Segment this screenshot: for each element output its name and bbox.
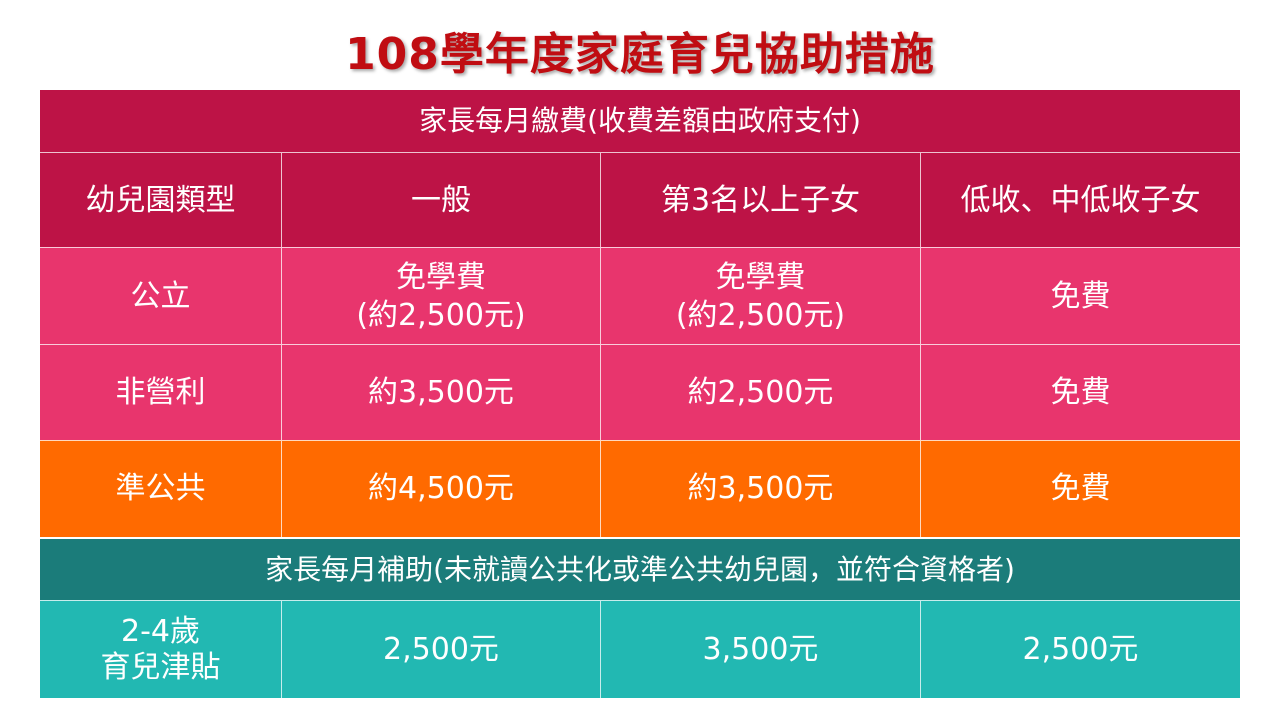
page-title: 108學年度家庭育兒協助措施	[345, 29, 935, 80]
cell-third-child: 3,500元	[601, 601, 921, 698]
column-header-type: 幼兒園類型	[40, 153, 282, 248]
cell-third-child: 約2,500元	[601, 345, 921, 441]
column-header-third-child: 第3名以上子女	[601, 153, 921, 248]
cell-third-child: 免學費 (約2,500元)	[601, 248, 921, 345]
row-type: 準公共	[40, 441, 282, 537]
column-header-general: 一般	[282, 153, 601, 248]
subsidy-section-header: 家長每月補助(未就讀公共化或準公共幼兒園，並符合資格者)	[40, 539, 1240, 600]
column-header-low-income: 低收、中低收子女	[960, 182, 1201, 218]
fees-column-headers: 幼兒園類型 一般 第3名以上子女 低收、中低收子女	[40, 152, 1240, 248]
fees-section-title: 家長每月繳費(收費差額由政府支付)	[419, 104, 861, 137]
cell-low-income: 免費	[1050, 278, 1111, 314]
cell-general: 約4,500元	[282, 441, 601, 537]
cell-third-child: 約3,500元	[601, 441, 921, 537]
table-row-public: 公立 免學費 (約2,500元) 免學費 (約2,500元) 免費	[40, 247, 1240, 345]
cell-general: 約3,500元	[282, 345, 601, 441]
cell-low-income: 2,500元	[1022, 631, 1139, 667]
fees-section-header: 家長每月繳費(收費差額由政府支付)	[40, 90, 1240, 152]
row-type: 2-4歲 育兒津貼	[40, 601, 282, 698]
table-row-nonprofit: 非營利 約3,500元 約2,500元 免費	[40, 344, 1240, 441]
table-row-childcare-allowance: 2-4歲 育兒津貼 2,500元 3,500元 2,500元	[40, 600, 1240, 698]
cell-low-income: 免費	[1050, 471, 1111, 506]
cell-general: 免學費 (約2,500元)	[282, 248, 601, 345]
table-row-quasi-public: 準公共 約4,500元 約3,500元 免費	[40, 440, 1240, 537]
cell-general: 2,500元	[282, 601, 601, 698]
subsidy-section-title: 家長每月補助(未就讀公共化或準公共幼兒園，並符合資格者)	[265, 552, 1015, 586]
cell-low-income: 免費	[1050, 375, 1111, 410]
row-type: 公立	[40, 248, 282, 345]
row-type: 非營利	[40, 345, 282, 441]
